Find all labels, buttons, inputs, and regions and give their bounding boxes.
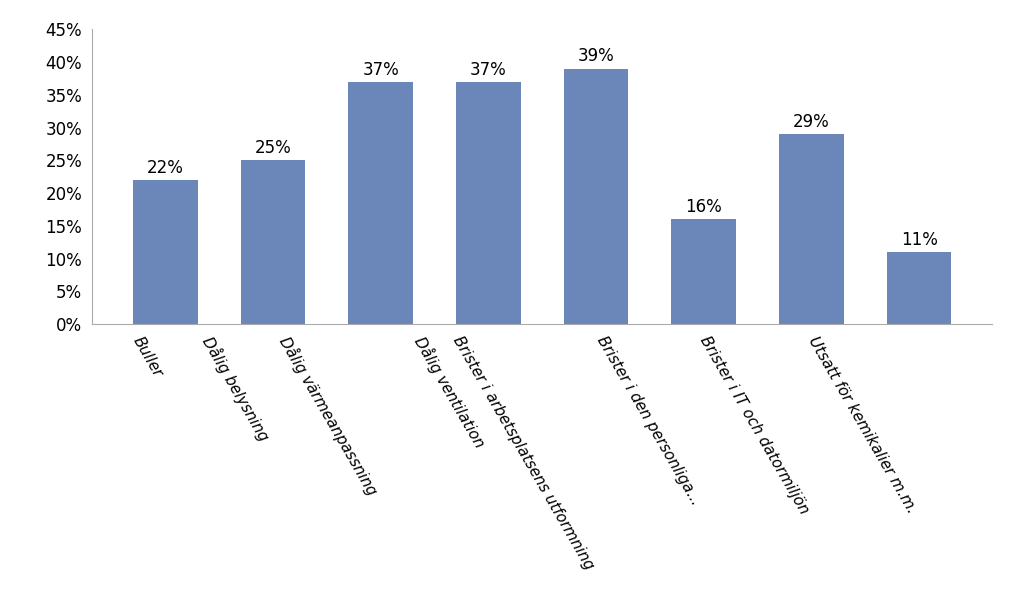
Text: 25%: 25% [255, 139, 292, 157]
Text: 37%: 37% [470, 61, 506, 78]
Bar [349, 82, 413, 324]
Text: 22%: 22% [147, 158, 184, 177]
Bar [671, 219, 736, 324]
Bar [564, 69, 628, 324]
Text: 29%: 29% [793, 113, 830, 131]
Bar [456, 82, 521, 324]
Text: 39%: 39% [578, 48, 615, 65]
Text: 11%: 11% [900, 231, 937, 249]
Text: 16%: 16% [685, 198, 722, 216]
Bar [133, 180, 197, 324]
Bar [780, 134, 844, 324]
Text: 37%: 37% [362, 61, 399, 78]
Bar [887, 252, 951, 324]
Bar [240, 160, 305, 324]
